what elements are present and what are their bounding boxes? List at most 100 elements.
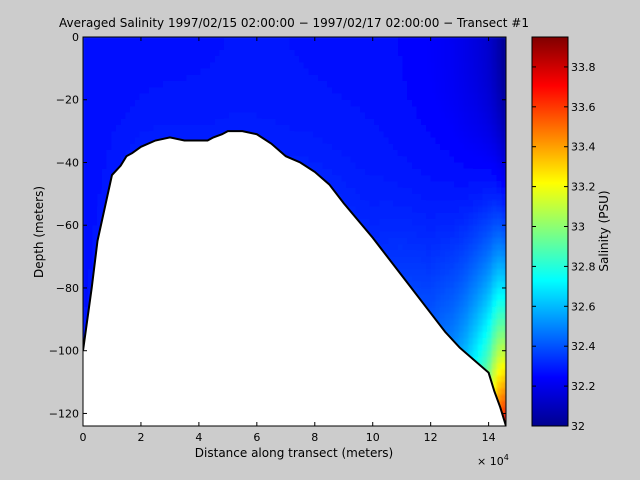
salinity-cell bbox=[426, 212, 432, 220]
salinity-cell bbox=[379, 68, 385, 76]
salinity-cell bbox=[144, 68, 150, 76]
salinity-cell bbox=[177, 131, 183, 138]
salinity-cell bbox=[219, 99, 225, 107]
salinity-cell bbox=[238, 43, 244, 51]
salinity-cell bbox=[435, 156, 441, 164]
salinity-cell bbox=[294, 55, 300, 63]
salinity-cell bbox=[261, 99, 267, 107]
salinity-cell bbox=[374, 231, 380, 239]
salinity-cell bbox=[426, 162, 432, 170]
salinity-cell bbox=[412, 212, 418, 220]
salinity-cell bbox=[444, 80, 451, 88]
salinity-cell bbox=[111, 99, 117, 107]
salinity-cell bbox=[444, 124, 451, 132]
salinity-cell bbox=[195, 62, 202, 69]
salinity-cell bbox=[421, 193, 427, 201]
salinity-cell bbox=[101, 149, 108, 157]
salinity-cell bbox=[454, 80, 460, 88]
salinity-cell bbox=[388, 80, 394, 88]
salinity-cell bbox=[449, 287, 455, 295]
salinity-cell bbox=[115, 143, 122, 151]
salinity-cell bbox=[421, 294, 427, 302]
salinity-cell bbox=[158, 49, 164, 57]
salinity-cell bbox=[402, 74, 408, 82]
salinity-cell bbox=[191, 99, 197, 107]
salinity-cell bbox=[266, 112, 272, 120]
salinity-cell bbox=[308, 62, 314, 69]
salinity-cell bbox=[388, 37, 394, 44]
salinity-cell bbox=[341, 181, 347, 189]
salinity-cell bbox=[87, 262, 93, 270]
salinity-cell bbox=[134, 112, 140, 120]
salinity-cell bbox=[92, 99, 98, 107]
salinity-cell bbox=[289, 124, 296, 132]
salinity-cell bbox=[214, 131, 220, 138]
salinity-cell bbox=[148, 124, 155, 132]
salinity-cell bbox=[271, 124, 277, 132]
salinity-cell bbox=[115, 68, 122, 76]
salinity-cell bbox=[120, 37, 126, 44]
salinity-cell bbox=[139, 137, 145, 145]
salinity-cell bbox=[459, 43, 465, 51]
salinity-cell bbox=[407, 80, 413, 88]
salinity-cell bbox=[214, 124, 220, 132]
salinity-cell bbox=[336, 106, 343, 113]
salinity-cell bbox=[228, 93, 234, 101]
salinity-cell bbox=[261, 131, 267, 138]
salinity-cell bbox=[426, 206, 432, 214]
salinity-cell bbox=[430, 244, 437, 251]
salinity-cell bbox=[440, 168, 446, 176]
salinity-cell bbox=[454, 231, 460, 239]
salinity-cell bbox=[209, 93, 216, 101]
salinity-cell bbox=[346, 43, 352, 51]
salinity-cell bbox=[228, 80, 234, 88]
salinity-cell bbox=[83, 156, 89, 164]
salinity-cell bbox=[421, 256, 427, 264]
salinity-cell bbox=[369, 124, 375, 132]
salinity-cell bbox=[336, 187, 343, 195]
salinity-cell bbox=[205, 37, 211, 44]
salinity-cell bbox=[416, 143, 422, 151]
salinity-cell bbox=[313, 131, 319, 138]
salinity-cell bbox=[111, 43, 117, 51]
salinity-cell bbox=[92, 168, 98, 176]
salinity-cell bbox=[350, 143, 357, 151]
salinity-cell bbox=[308, 37, 314, 44]
salinity-cell bbox=[397, 187, 404, 195]
salinity-cell bbox=[435, 55, 441, 63]
salinity-cell bbox=[144, 99, 150, 107]
salinity-cell bbox=[379, 162, 385, 170]
salinity-cell bbox=[355, 80, 361, 88]
salinity-cell bbox=[397, 175, 404, 182]
salinity-cell bbox=[346, 112, 352, 120]
salinity-cell bbox=[365, 93, 371, 101]
salinity-cell bbox=[393, 168, 399, 176]
salinity-cell bbox=[365, 143, 371, 151]
salinity-cell bbox=[369, 106, 375, 113]
salinity-cell bbox=[350, 131, 357, 138]
salinity-cell bbox=[360, 74, 366, 82]
salinity-cell bbox=[209, 80, 216, 88]
salinity-cell bbox=[318, 131, 324, 138]
salinity-cell bbox=[346, 200, 352, 207]
salinity-cell bbox=[454, 168, 460, 176]
salinity-cell bbox=[449, 331, 455, 339]
salinity-cell bbox=[454, 225, 460, 233]
salinity-cell bbox=[101, 87, 108, 95]
salinity-cell bbox=[148, 99, 155, 107]
salinity-cell bbox=[365, 225, 371, 233]
salinity-cell bbox=[111, 137, 117, 145]
salinity-cell bbox=[374, 43, 380, 51]
salinity-cell bbox=[101, 137, 108, 145]
salinity-cell bbox=[459, 225, 465, 233]
salinity-cell bbox=[459, 187, 465, 195]
salinity-cell bbox=[444, 287, 451, 295]
salinity-cell bbox=[266, 43, 272, 51]
salinity-cell bbox=[355, 162, 361, 170]
salinity-cell bbox=[134, 43, 140, 51]
salinity-cell bbox=[444, 244, 451, 251]
salinity-cell bbox=[365, 193, 371, 201]
salinity-cell bbox=[144, 112, 150, 120]
salinity-cell bbox=[327, 149, 333, 157]
